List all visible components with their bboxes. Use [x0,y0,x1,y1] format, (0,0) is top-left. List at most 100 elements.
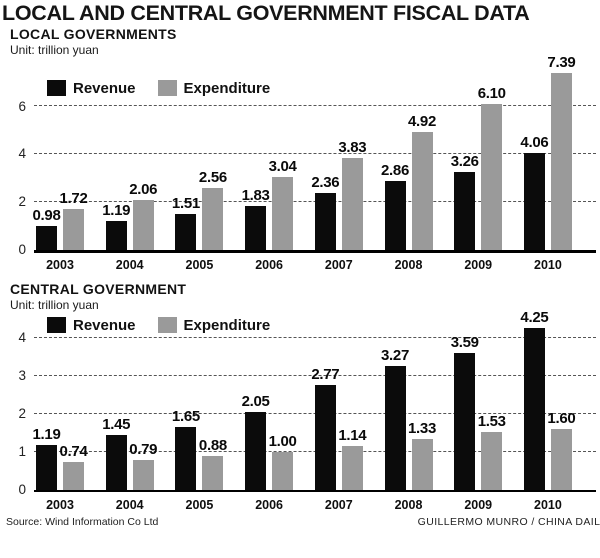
bar-value-revenue-2008: 2.86 [381,162,410,180]
bar-value-revenue-2004: 1.45 [102,415,131,433]
bar-expenditure-2004: 2.06 [129,181,158,250]
bar-expenditure-2007: 3.83 [338,139,367,250]
legend-item-revenue: Revenue [47,80,136,97]
bar-revenue-2005: 1.51 [172,195,200,250]
bar-expenditure-2005: 2.56 [199,169,227,250]
x-axis-label-2003: 2003 [46,257,74,272]
bar-revenue-2007: 2.77 [311,366,340,490]
legend-swatch-revenue-icon [47,317,66,334]
bar-value-revenue-2003: 1.19 [32,425,61,443]
gridline-4 [34,336,596,338]
local-governments-section: LOCAL GOVERNMENTS Unit: trillion yuan 0 2… [0,26,600,272]
x-axis-label-2008: 2008 [394,257,423,272]
x-axis-label-2006: 2006 [255,497,284,512]
bar-value-revenue-2010: 4.06 [520,133,549,151]
legend-item-expenditure: Expenditure [157,316,271,334]
bar-value-expenditure-2006: 1.00 [268,432,297,450]
bar-value-expenditure-2007: 3.83 [338,139,367,157]
y-tick-label-4: 4 [18,330,26,346]
footer: Source: Wind Information Co Ltd GUILLERM… [6,516,600,528]
bar-expenditure-2006: 3.04 [269,158,297,250]
bar-revenue-2008: 3.27 [381,347,409,490]
bar-groups: 0.98 1.72 2003 1.19 2.06 2004 1.51 2.56 2005 1.83… [33,54,576,272]
bar-revenue-2005: 1.65 [172,408,200,490]
bar-value-revenue-2010: 4.25 [520,309,549,327]
year-group-2007: 2.36 3.83 2007 [311,68,367,272]
year-group-2010: 4.25 1.60 2010 [520,309,576,511]
y-tick-label-4: 4 [18,146,26,162]
bar-value-expenditure-2005: 2.56 [198,169,227,187]
year-group-2008: 2.86 4.92 2008 [381,68,436,272]
bar-value-expenditure-2006: 3.04 [268,157,297,175]
bar-expenditure-2007: 1.14 [338,427,367,490]
x-axis-label-2005: 2005 [185,257,214,272]
bar-expenditure-2009: 6.10 [478,85,506,250]
x-axis-label-2010: 2010 [534,497,562,512]
legend-label-revenue: Revenue [73,79,136,97]
year-group-2009: 3.26 6.10 2009 [451,68,506,272]
bar-value-expenditure-2003: 0.74 [59,442,88,460]
year-group-2007: 2.77 1.14 2007 [311,323,367,512]
bar-value-revenue-2006: 1.83 [241,186,270,204]
x-axis-label-2007: 2007 [324,257,353,272]
x-axis-label-2008: 2008 [394,497,423,512]
bar-value-revenue-2009: 3.26 [450,152,479,170]
bar-revenue-2006: 2.05 [242,393,270,490]
source-label: Source: Wind Information Co Ltd [6,515,159,528]
local-governments-bar-chart: 0 2 4 6 Revenue Expenditure 0.98 1.72 2003 1.19 2.… [18,54,596,272]
bar-revenue-2009: 3.26 [451,153,479,250]
y-tick-label-0: 0 [18,241,26,257]
year-group-2009: 3.59 1.53 2009 [451,323,506,511]
y-tick-label-2: 2 [18,194,26,210]
bar-value-expenditure-2005: 0.88 [198,437,227,455]
x-axis-label-2006: 2006 [255,257,284,272]
y-tick-label-6: 6 [18,98,26,114]
bar-expenditure-2003: 0.74 [60,443,88,490]
bar-value-revenue-2005: 1.51 [171,194,200,212]
legend-label-expenditure: Expenditure [183,316,271,334]
gridline-6 [34,105,596,107]
bar-revenue-2004: 1.19 [102,202,131,250]
bar-revenue-2006: 1.83 [242,187,270,250]
y-tick-label-0: 0 [18,481,26,497]
x-axis-label-2010: 2010 [534,257,562,272]
year-group-2005: 1.65 0.88 2005 [172,323,227,512]
bar-groups: 1.19 0.74 2003 1.45 0.79 2004 1.65 0.88 2005 2.05… [33,309,576,512]
bar-expenditure-2006: 1.00 [269,433,297,490]
y-tick-label-2: 2 [18,406,26,422]
bar-revenue-2009: 3.59 [451,334,479,490]
bar-revenue-2010: 4.25 [520,309,549,490]
bar-revenue-2003: 1.19 [33,426,61,490]
year-group-2006: 1.83 3.04 2006 [242,68,297,272]
year-group-2003: 1.19 0.74 2003 [33,323,88,512]
bar-expenditure-2003: 1.72 [60,190,88,250]
year-group-2006: 2.05 1.00 2006 [242,323,297,512]
central-government-bar-chart: 0 1 2 3 4 Revenue Expenditure 1.19 0.74 2003 1.45 0… [18,309,596,512]
gridline-4 [34,152,596,154]
x-axis-label-2009: 2009 [464,257,493,272]
bar-value-revenue-2008: 3.27 [381,346,410,364]
x-axis-label-2004: 2004 [115,257,144,272]
bar-value-expenditure-2010: 1.60 [547,410,576,427]
bar-expenditure-2010: 1.60 [547,410,576,490]
x-axis-label-2005: 2005 [185,497,214,512]
legend: Revenue Expenditure [47,317,270,334]
bar-value-expenditure-2010: 7.39 [547,53,576,71]
bar-revenue-2004: 1.45 [102,416,131,490]
legend-swatch-revenue-icon [47,80,66,97]
bar-value-revenue-2006: 2.05 [241,392,270,410]
bar-revenue-2008: 2.86 [381,162,409,250]
bar-value-expenditure-2008: 1.33 [408,420,437,438]
bar-expenditure-2008: 4.92 [408,113,436,250]
bar-value-expenditure-2004: 0.79 [129,440,158,458]
bar-value-revenue-2004: 1.19 [102,202,131,220]
bar-value-expenditure-2007: 1.14 [338,427,367,445]
central-government-section: CENTRAL GOVERNMENT Unit: trillion yuan 0… [0,280,600,512]
bar-expenditure-2009: 1.53 [478,413,506,490]
bar-value-revenue-2009: 3.59 [450,334,479,352]
bar-value-expenditure-2004: 2.06 [129,181,158,199]
bar-value-revenue-2007: 2.77 [311,365,340,383]
central-unit-label: Unit: trillion yuan [10,297,99,312]
y-tick-label-3: 3 [18,368,26,384]
central-government-chart-title: CENTRAL GOVERNMENT [10,280,187,297]
